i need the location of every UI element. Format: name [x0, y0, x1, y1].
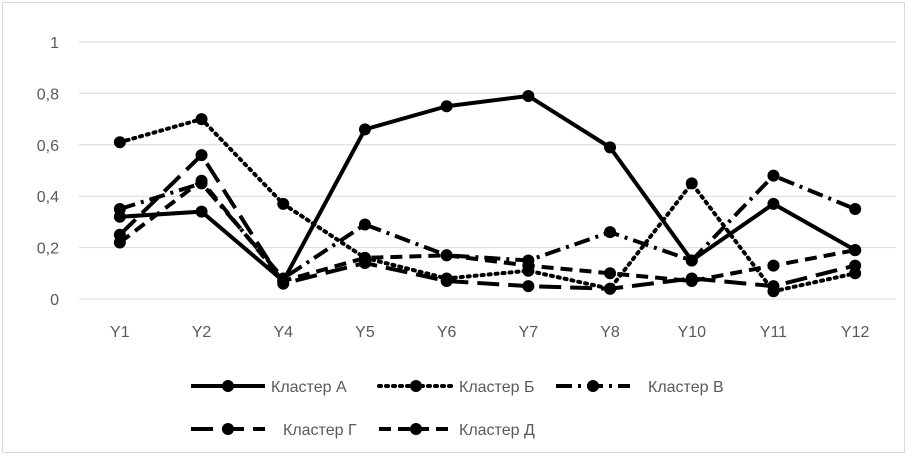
line-chart: 0 0,2 0,4 0,6 0,8 1 Y1 Y2 Y4 Y5 Y6 Y7 Y8 Y10 Y11 Y12 К… — [37, 35, 896, 439]
data-point — [358, 251, 371, 264]
data-point — [685, 254, 698, 267]
y-axis-ticks: 0 0,2 0,4 0,6 0,8 1 — [37, 35, 59, 309]
data-point — [195, 205, 208, 218]
data-point — [358, 123, 371, 136]
data-point — [849, 259, 862, 272]
legend-item: Кластер Д — [379, 422, 535, 439]
data-point — [767, 280, 780, 293]
legend-label: Кластер А — [271, 379, 347, 396]
legend: Кластер А Кластер Б Кластер В Кластер Г Клас… — [191, 379, 724, 439]
data-point — [522, 259, 535, 272]
series-lines — [113, 89, 862, 298]
data-point — [604, 282, 617, 295]
x-tick-label: Y5 — [355, 324, 375, 341]
data-point — [604, 141, 617, 154]
data-point — [113, 203, 126, 216]
legend-item: Кластер Б — [377, 379, 534, 396]
y-tick-label: 0,6 — [37, 138, 59, 155]
y-tick-label: 0,2 — [37, 241, 59, 258]
series-3 — [113, 169, 862, 285]
series-5 — [113, 174, 862, 288]
data-point — [767, 197, 780, 210]
data-point — [604, 226, 617, 239]
data-point — [849, 244, 862, 257]
x-tick-label: Y11 — [760, 324, 787, 341]
x-tick-label: Y4 — [273, 324, 293, 341]
legend-marker — [222, 380, 234, 392]
data-point — [522, 89, 535, 102]
data-point — [685, 275, 698, 288]
legend-marker — [587, 380, 599, 392]
legend-item: Кластер Г — [191, 422, 357, 439]
data-point — [195, 113, 208, 126]
x-tick-label: Y12 — [841, 324, 870, 341]
legend-marker — [410, 423, 422, 435]
data-point — [440, 100, 453, 113]
x-tick-label: Y7 — [519, 324, 539, 341]
series-line — [119, 93, 857, 284]
legend-label: Кластер Д — [459, 422, 535, 439]
data-point — [195, 174, 208, 187]
legend-label: Кластер Г — [283, 422, 357, 439]
legend-marker — [410, 380, 422, 392]
series-line — [117, 117, 858, 294]
x-tick-label: Y10 — [678, 324, 707, 341]
data-point — [195, 149, 208, 162]
series-line — [118, 153, 856, 291]
legend-marker — [222, 423, 234, 435]
y-tick-label: 0 — [50, 292, 59, 309]
data-point — [440, 249, 453, 262]
series-line — [118, 178, 856, 284]
data-point — [440, 275, 453, 288]
y-tick-label: 0,8 — [37, 86, 59, 103]
data-point — [604, 267, 617, 280]
data-point — [685, 177, 698, 190]
data-point — [358, 218, 371, 231]
data-point — [277, 275, 290, 288]
series-line — [119, 173, 856, 281]
data-point — [849, 203, 862, 216]
data-point — [767, 259, 780, 272]
legend-item: Кластер В — [556, 379, 724, 396]
legend-label: Кластер Б — [459, 379, 534, 396]
legend-label: Кластер В — [648, 379, 724, 396]
data-point — [113, 236, 126, 249]
x-tick-label: Y6 — [437, 324, 457, 341]
data-point — [277, 197, 290, 210]
y-tick-label: 0,4 — [37, 189, 59, 206]
legend-item: Кластер А — [191, 379, 347, 396]
x-tick-label: Y8 — [600, 324, 620, 341]
data-point — [522, 280, 535, 293]
x-axis-ticks: Y1 Y2 Y4 Y5 Y6 Y7 Y8 Y10 Y11 Y12 — [110, 324, 869, 341]
data-point — [113, 136, 126, 149]
y-tick-label: 1 — [50, 35, 59, 52]
data-point — [767, 169, 780, 182]
x-tick-label: Y1 — [110, 324, 130, 341]
x-tick-label: Y2 — [192, 324, 212, 341]
